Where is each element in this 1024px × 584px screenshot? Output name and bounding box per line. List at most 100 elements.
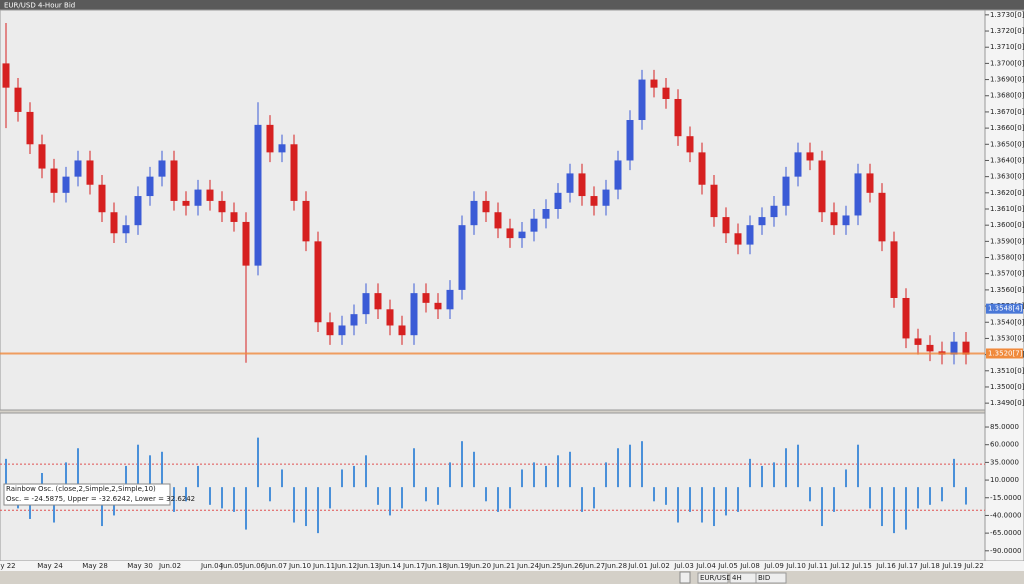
y-tick-label: 1.3540[0] [990,318,1024,326]
candle-body [410,293,418,336]
candle-body [302,200,310,242]
y-tick-label: -15.0000 [990,494,1021,502]
osc-bar [533,462,535,488]
osc-bar [149,455,151,488]
time-axis [0,561,1024,571]
candle-body [722,217,730,234]
osc-bar [173,487,175,512]
osc-bar [77,448,79,488]
candle-body [422,293,430,303]
x-tick-label: Jul.12 [829,562,850,570]
x-tick-label: Jul.03 [673,562,694,570]
y-tick-label: 1.3510[0] [990,367,1024,375]
x-tick-label: May 28 [82,562,108,570]
x-tick-label: y 22 [0,562,15,570]
osc-bar [413,448,415,488]
candle-body [14,87,22,112]
osc-bar [653,487,655,502]
y-tick-label: 1.3490[0] [990,399,1024,407]
osc-bar [365,455,367,488]
osc-bar [785,448,787,488]
osc-bar [353,465,355,488]
osc-bar [617,448,619,488]
candle-body [842,215,850,226]
price-tag [986,303,1023,314]
candle-body [794,152,802,177]
candle-body [638,79,646,121]
candle-body [326,322,334,336]
candle-body [578,173,586,197]
title-bar [0,0,1024,10]
osc-bar [749,458,751,488]
scroll-button[interactable] [679,571,691,584]
osc-bar [941,487,943,502]
candle-body [62,176,70,193]
osc-bar [233,487,235,512]
candle-body [110,212,118,234]
osc-bar [605,462,607,488]
indicator-box [3,483,171,506]
x-tick-label: Jun.14 [378,562,402,570]
y-tick-label: 1.3670[0] [990,108,1024,116]
x-tick-label: Jun.12 [334,562,357,570]
osc-bar [557,455,559,488]
osc-bar [197,465,199,488]
toolbar-label[interactable]: BID [758,574,770,582]
y-tick-label: 1.3620[0] [990,189,1024,197]
candle-body [86,160,94,185]
candle-body [134,196,142,226]
osc-bar [581,487,583,512]
candle-body [482,200,490,213]
toolbar-label[interactable]: EUR/USD [700,574,732,582]
osc-bar [317,487,319,534]
y-tick-label: 1.3700[0] [990,59,1024,67]
x-tick-label: Jul.22 [963,562,984,570]
x-tick-label: Jun.25 [538,562,561,570]
candle-body [122,225,130,234]
toolbar-item[interactable] [755,572,787,584]
osc-bar [209,487,211,505]
osc-bar [449,462,451,488]
osc-bar [701,487,703,523]
y-tick-label: 1.3720[0] [990,27,1024,35]
x-tick-label: Jun.26 [560,562,584,570]
candle-body [650,79,658,88]
osc-bar [569,451,571,488]
candle-body [446,289,454,310]
osc-bar [497,487,499,512]
toolbar-label[interactable]: 4H [732,574,742,582]
osc-bar [689,487,691,512]
osc-bar [401,487,403,509]
osc-bar [137,444,139,488]
osc-bar [41,473,43,488]
candle-body [314,241,322,323]
x-tick-label: Jul.15 [851,562,872,570]
osc-bar [773,462,775,488]
y-tick-label: 1.3590[0] [990,237,1024,245]
osc-bar [185,487,187,502]
y-tick-label: 1.3690[0] [990,76,1024,84]
candle-body [902,297,910,339]
candle-body [398,325,406,336]
x-tick-label: Jun.10 [288,562,311,570]
candle-body [170,160,178,201]
candle-body [962,341,970,355]
candle-body [590,196,598,206]
osc-bar [437,487,439,505]
candle-body [254,124,262,266]
osc-bar [101,487,103,527]
x-tick-label: Jul.04 [695,562,716,570]
candle-body [230,212,238,222]
x-tick-label: Jun.27 [582,562,605,570]
x-tick-label: Jun.24 [516,562,540,570]
osc-bar [425,487,427,502]
y-tick-label: 1.3730[0] [990,11,1024,19]
toolbar-item[interactable] [697,572,729,584]
osc-bar [665,487,667,505]
candle-body [926,344,934,352]
x-tick-label: Jun.02 [158,562,181,570]
osc-bar [305,487,307,527]
price-panel [0,9,986,411]
candle-body [374,293,382,310]
